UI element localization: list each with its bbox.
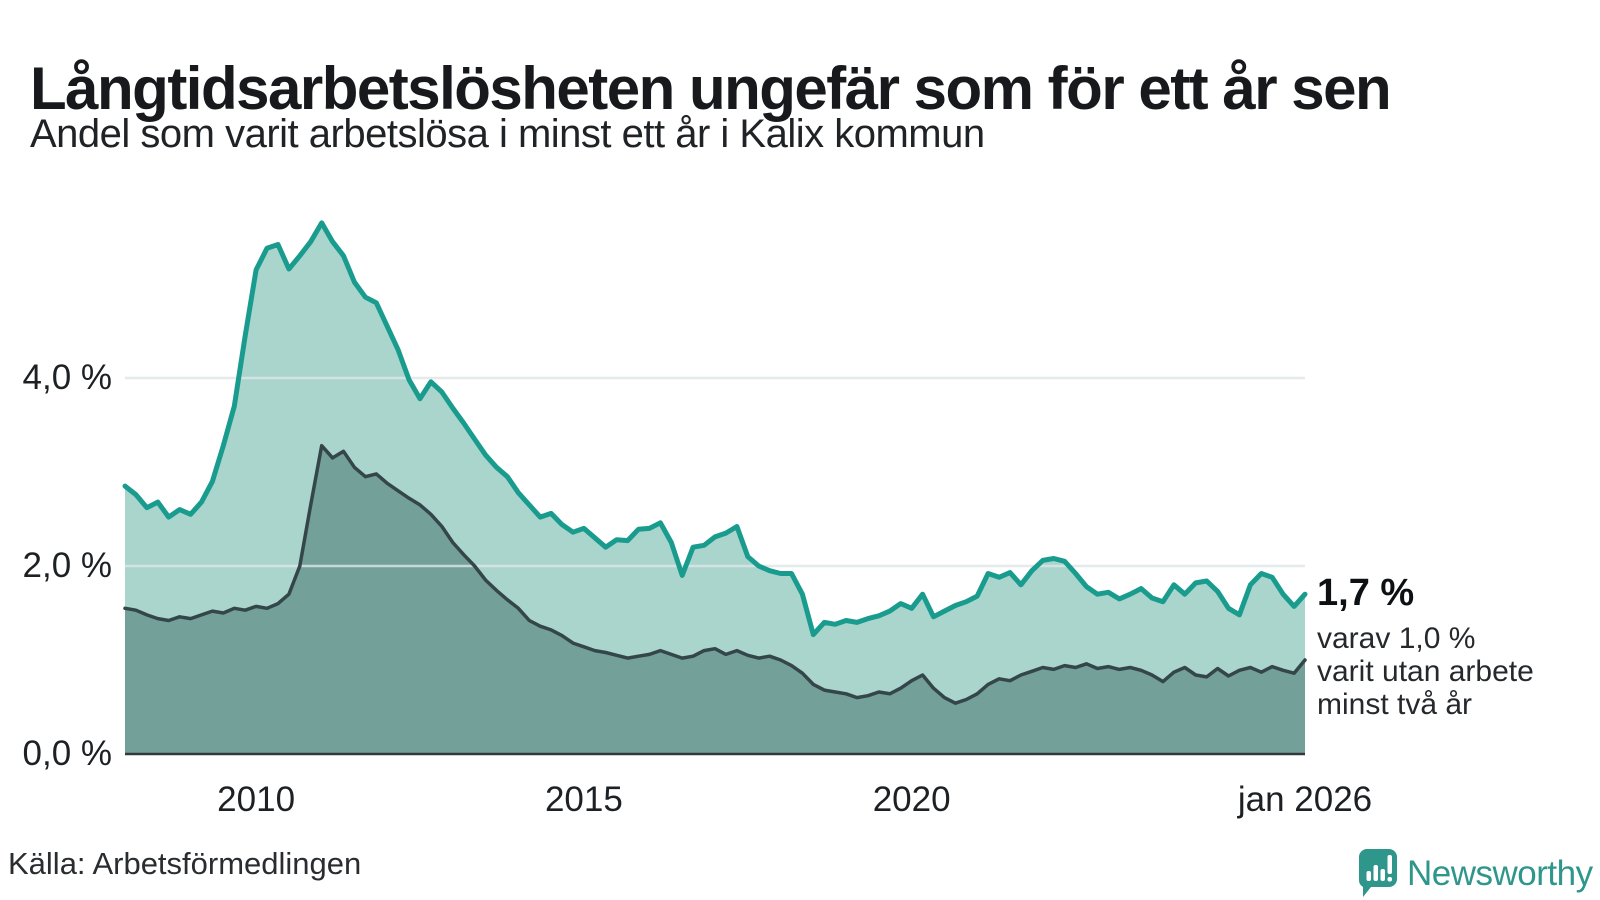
newsworthy-brand: Newsworthy bbox=[1358, 848, 1593, 898]
page-subtitle: Andel som varit arbetslösa i minst ett å… bbox=[30, 112, 985, 156]
y-tick-label-2: 2,0 % bbox=[22, 546, 113, 585]
source-credit: Källa: Arbetsförmedlingen bbox=[8, 846, 362, 881]
annotation-detail-line-2: varit utan arbete bbox=[1317, 655, 1534, 688]
series-lines bbox=[122, 220, 1308, 705]
x-tick-label-2020: 2020 bbox=[872, 780, 951, 819]
y-tick-label-4: 4,0 % bbox=[22, 358, 113, 397]
page-title: Långtidsarbetslösheten ungefär som för e… bbox=[30, 55, 1392, 123]
latest-value-label: 1,7 % bbox=[1317, 572, 1415, 614]
line-series-1 bbox=[123, 443, 1307, 705]
newsworthy-brand-text: Newsworthy bbox=[1407, 854, 1593, 893]
area-series-1 bbox=[125, 445, 1305, 754]
annotation-detail-line-1: varav 1,0 % bbox=[1317, 622, 1476, 655]
annotation-detail-lines: varav 1,0 % varit utan arbete minst två … bbox=[1317, 622, 1587, 721]
newsworthy-logo-icon bbox=[1358, 849, 1397, 897]
annotation-detail-line-3: minst två år bbox=[1317, 688, 1473, 721]
x-tick-label-2015: 2015 bbox=[544, 780, 623, 819]
gridlines bbox=[125, 376, 1305, 568]
x-tick-label-2010: 2010 bbox=[217, 780, 296, 819]
area-fills bbox=[125, 222, 1305, 754]
line-series-0 bbox=[122, 220, 1308, 638]
y-tick-label-0: 0,0 % bbox=[22, 734, 113, 773]
latest-value-annotation: 1,7 % varav 1,0 % varit utan arbete mins… bbox=[1317, 570, 1587, 721]
x-tick-label-jan-2026: jan 2026 bbox=[1237, 780, 1373, 819]
